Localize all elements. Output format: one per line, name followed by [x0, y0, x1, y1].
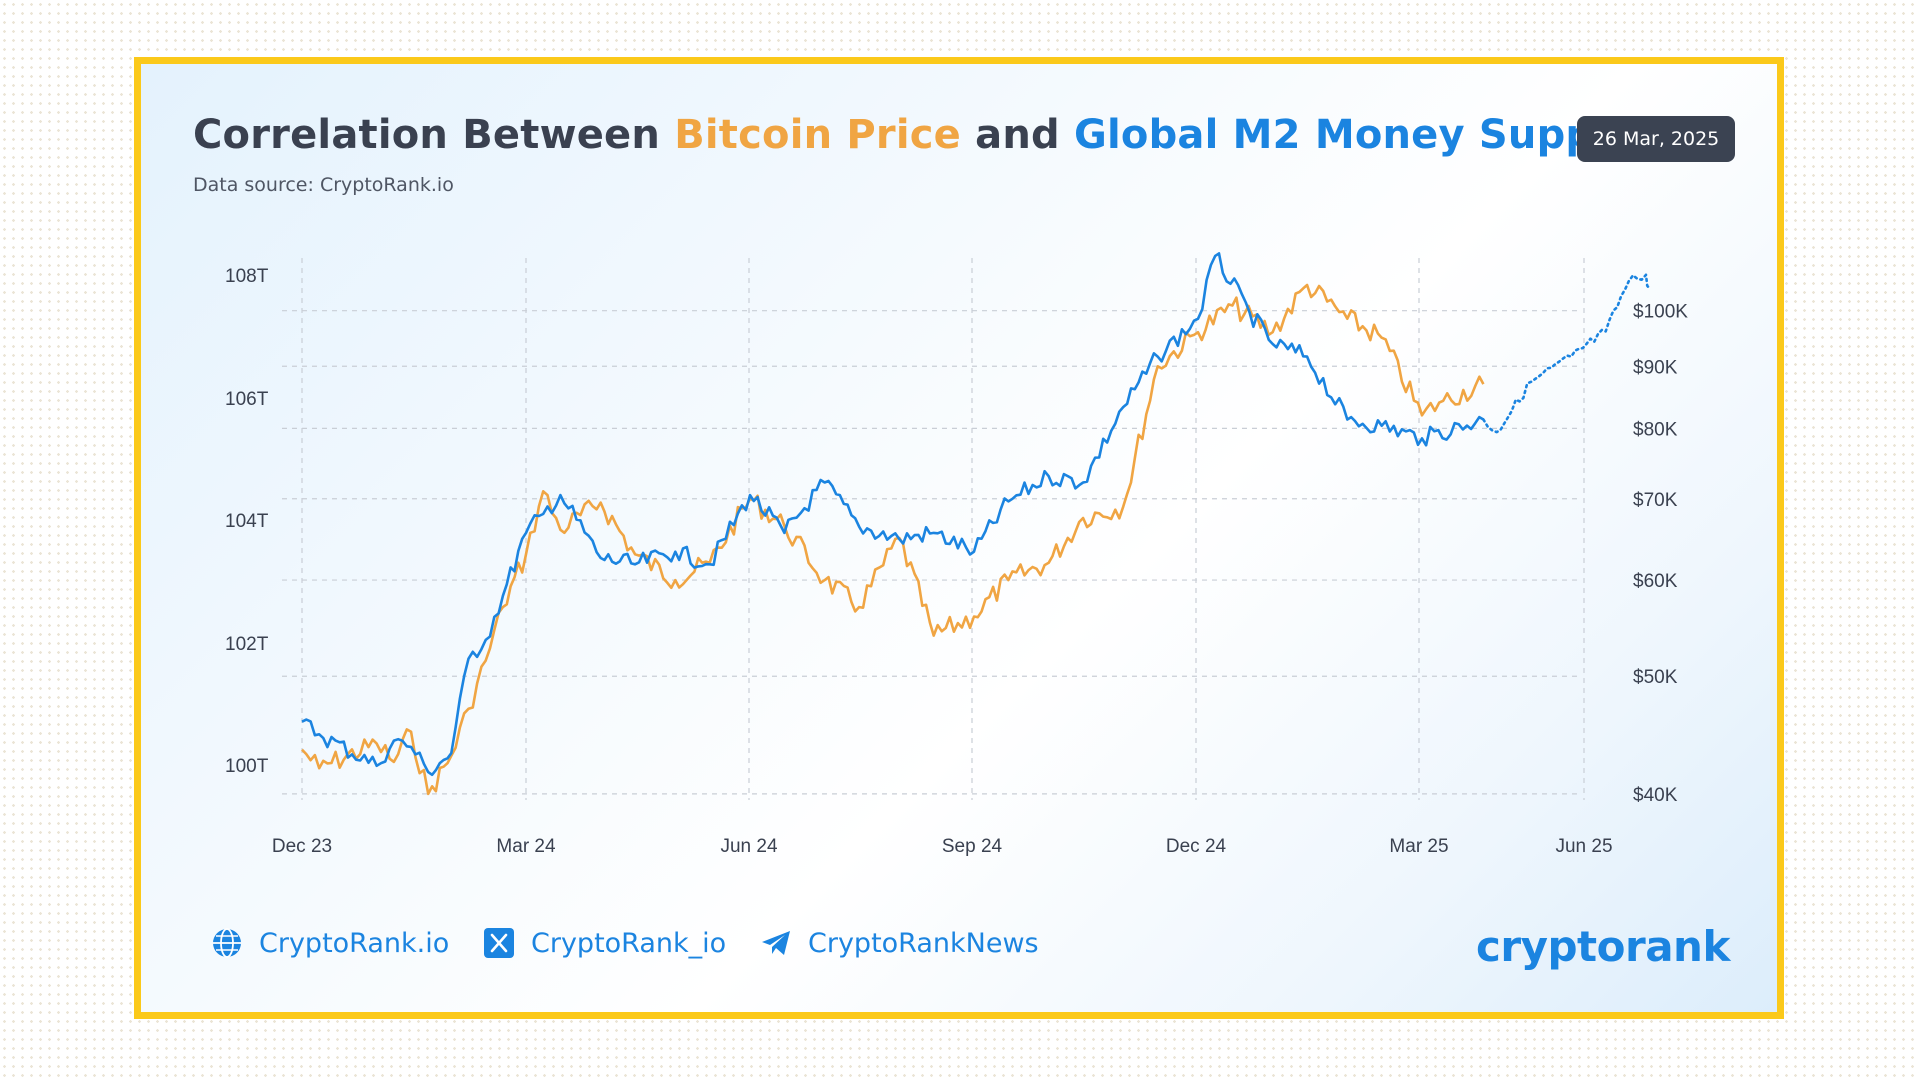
data-source-label: Data source: CryptoRank.io	[193, 174, 454, 196]
title-bitcoin-price: Bitcoin Price	[674, 112, 962, 158]
right-axis-tick-label: $90K	[1633, 357, 1678, 378]
title-prefix: Correlation Between	[193, 112, 675, 158]
website-link[interactable]: CryptoRank.io	[211, 927, 449, 959]
right-axis-tick-label: $80K	[1633, 419, 1678, 440]
x-icon	[484, 928, 514, 958]
x-axis-tick-label: Mar 25	[1389, 836, 1448, 857]
chart-card	[134, 57, 1784, 1019]
x-link[interactable]: CryptoRank_io	[483, 927, 726, 959]
right-axis-tick-label: $50K	[1633, 667, 1678, 688]
right-axis-tick-label: $70K	[1633, 490, 1678, 511]
right-axis-tick-label: $60K	[1633, 571, 1678, 592]
x-axis-tick-label: Jun 25	[1555, 836, 1612, 857]
left-axis-tick-label: 102T	[225, 634, 269, 655]
x-axis-tick-label: Mar 24	[496, 836, 556, 857]
left-axis-tick-label: 108T	[225, 266, 269, 287]
x-axis-tick-label: Dec 23	[272, 836, 332, 857]
globe-icon	[213, 928, 241, 958]
telegram-link-label: CryptoRankNews	[808, 927, 1039, 959]
right-axis-tick-label: $100K	[1633, 302, 1688, 323]
bitcoin-price-line	[301, 283, 1485, 796]
telegram-link[interactable]: CryptoRankNews	[760, 927, 1039, 959]
left-axis-tick-label: 106T	[225, 389, 269, 410]
cryptorank-logo: cryptorank	[1476, 922, 1730, 971]
telegram-icon	[762, 931, 790, 955]
x-axis-tick-label: Dec 24	[1166, 836, 1227, 857]
date-badge: 26 Mar, 2025	[1577, 116, 1735, 162]
left-axis-tick-label: 100T	[225, 756, 269, 777]
m2-projection-line	[1482, 273, 1650, 434]
title-global-m2: Global M2 Money Supply	[1073, 112, 1635, 158]
left-axis-tick-label: 104T	[225, 511, 269, 532]
right-axis-tick-label: $40K	[1633, 785, 1678, 806]
x-axis-tick-label: Jun 24	[720, 836, 777, 857]
title-middle: and	[961, 112, 1074, 158]
website-link-label: CryptoRank.io	[259, 927, 450, 959]
chart-title: Correlation Between Bitcoin Price and Gl…	[193, 112, 1634, 158]
global-m2-line	[301, 252, 1485, 777]
x-axis-tick-label: Sep 24	[942, 836, 1003, 857]
x-link-label: CryptoRank_io	[531, 927, 727, 959]
